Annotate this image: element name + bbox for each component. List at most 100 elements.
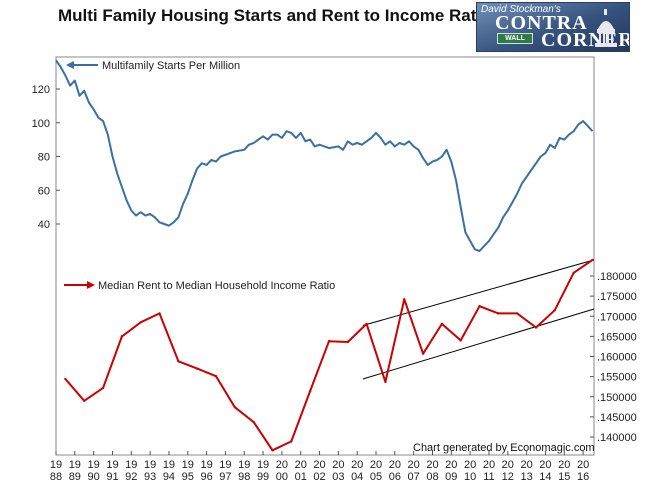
ratio-data-point [195,367,199,370]
xtick-label-year: 02 [313,471,325,483]
starts-ytick-label: 120 [32,84,50,96]
ratio-data-point [421,352,425,355]
xtick-label-century: 19 [257,459,269,471]
ratio-data-point [534,326,538,329]
xtick-label-century: 19 [238,459,250,471]
xtick-label-year: 06 [389,471,401,483]
ratio-data-point [497,312,500,315]
xtick-label-century: 19 [69,459,81,471]
xtick-label-century: 19 [88,459,100,471]
xtick-label-century: 20 [539,459,551,471]
ratio-data-point [290,440,293,443]
xtick-label-year: 98 [238,471,250,483]
ratio-data-point [120,335,124,338]
ratio-data-point [459,339,462,342]
xtick-label-year: 09 [445,471,457,483]
ratio-data-point [271,449,274,452]
ratio-data-point [252,420,255,424]
xtick-label-year: 93 [144,471,156,483]
xtick-label-century: 19 [163,459,175,471]
xtick-label-year: 92 [125,471,137,483]
starts-legend-label: Multifamily Starts Per Million [102,60,240,72]
ratio-ytick-label: .160000 [597,352,637,364]
wall-street-sign: WALL [497,33,533,44]
ratio-legend-label: Median Rent to Median Household Income R… [98,280,335,292]
ratio-ytick-label: .155000 [597,372,637,384]
xtick-label-century: 20 [313,459,325,471]
upper-trend-line [362,259,595,326]
xtick-label-century: 20 [408,459,420,471]
ratio-ytick-label: .170000 [597,311,637,323]
xtick-label-year: 89 [69,471,81,483]
xtick-label-year: 08 [426,471,438,483]
ratio-data-point [214,375,218,378]
starts-ytick-label: 80 [38,152,50,164]
xtick-label-century: 19 [219,459,231,471]
ratio-data-point [346,340,349,344]
xtick-label-year: 14 [539,471,551,483]
ratio-data-point [64,377,67,381]
chart-credit: Chart generated by Economagic.com [413,442,595,454]
xtick-label-century: 20 [445,459,457,471]
xtick-label-century: 19 [125,459,137,471]
xtick-label-century: 19 [106,459,118,471]
plot-area-border [55,56,595,456]
xtick-label-year: 95 [182,471,194,483]
xtick-label-year: 01 [295,471,307,483]
ratio-ytick-label: .140000 [597,432,637,444]
xtick-label-year: 88 [50,471,62,483]
ratio-ytick-label: .175000 [597,291,637,303]
ratio-data-point [403,298,406,301]
xtick-label-year: 00 [276,471,288,483]
ratio-data-point [177,360,180,363]
ratio-ytick-label: .150000 [597,392,637,404]
xtick-label-year: 96 [200,471,212,483]
chart-title: Multi Family Housing Starts and Rent to … [58,6,492,25]
ratio-data-point [572,271,575,274]
xtick-label-year: 12 [502,471,514,483]
ratio-data-point [101,386,105,390]
xtick-label-year: 90 [88,471,100,483]
trend-layer [362,259,595,380]
xtick-label-year: 91 [106,471,118,483]
xtick-label-century: 20 [276,459,288,471]
starts-ytick-label: 40 [38,219,50,231]
xtick-label-year: 13 [520,471,532,483]
contra-corner-logo: David Stockman's CONTRA WALL CORNER [476,2,630,52]
xtick-label-year: 07 [408,471,420,483]
xtick-label-year: 05 [370,471,382,483]
xtick-label-year: 04 [351,471,363,483]
xtick-label-year: 99 [257,471,269,483]
logo-line-1: David Stockman's [481,4,561,15]
xtick-label-century: 19 [144,459,156,471]
ratio-legend-arrowhead [87,281,95,289]
ratio-data-point [327,340,331,343]
ratio-data-point [83,399,86,402]
xtick-label-century: 20 [502,459,514,471]
xtick-label-century: 20 [389,459,401,471]
xtick-label-century: 20 [351,459,363,471]
xtick-label-century: 20 [426,459,438,471]
logo-line-2: CONTRA [495,12,588,34]
starts-ytick-label: 100 [32,118,50,130]
lower-trend-line [362,308,595,380]
xtick-label-year: 03 [332,471,344,483]
xtick-label-century: 19 [50,459,62,471]
ratio-data-point [591,258,594,262]
xtick-label-year: 94 [163,471,175,483]
xtick-label-century: 20 [483,459,495,471]
starts-ytick-label: 60 [38,185,50,197]
xtick-label-century: 19 [182,459,194,471]
ratio-ytick-label: .165000 [597,331,637,343]
ratio-data-point [233,406,237,409]
xtick-label-century: 20 [464,459,476,471]
xtick-label-year: 97 [219,471,231,483]
ratio-data-point [158,312,161,315]
xtick-label-century: 20 [577,459,589,471]
xtick-label-century: 20 [332,459,344,471]
xtick-label-year: 15 [558,471,570,483]
ratio-data-point [308,389,312,393]
xtick-label-century: 20 [370,459,382,471]
legend-layer: Multifamily Starts Per Million Median Re… [64,60,335,292]
